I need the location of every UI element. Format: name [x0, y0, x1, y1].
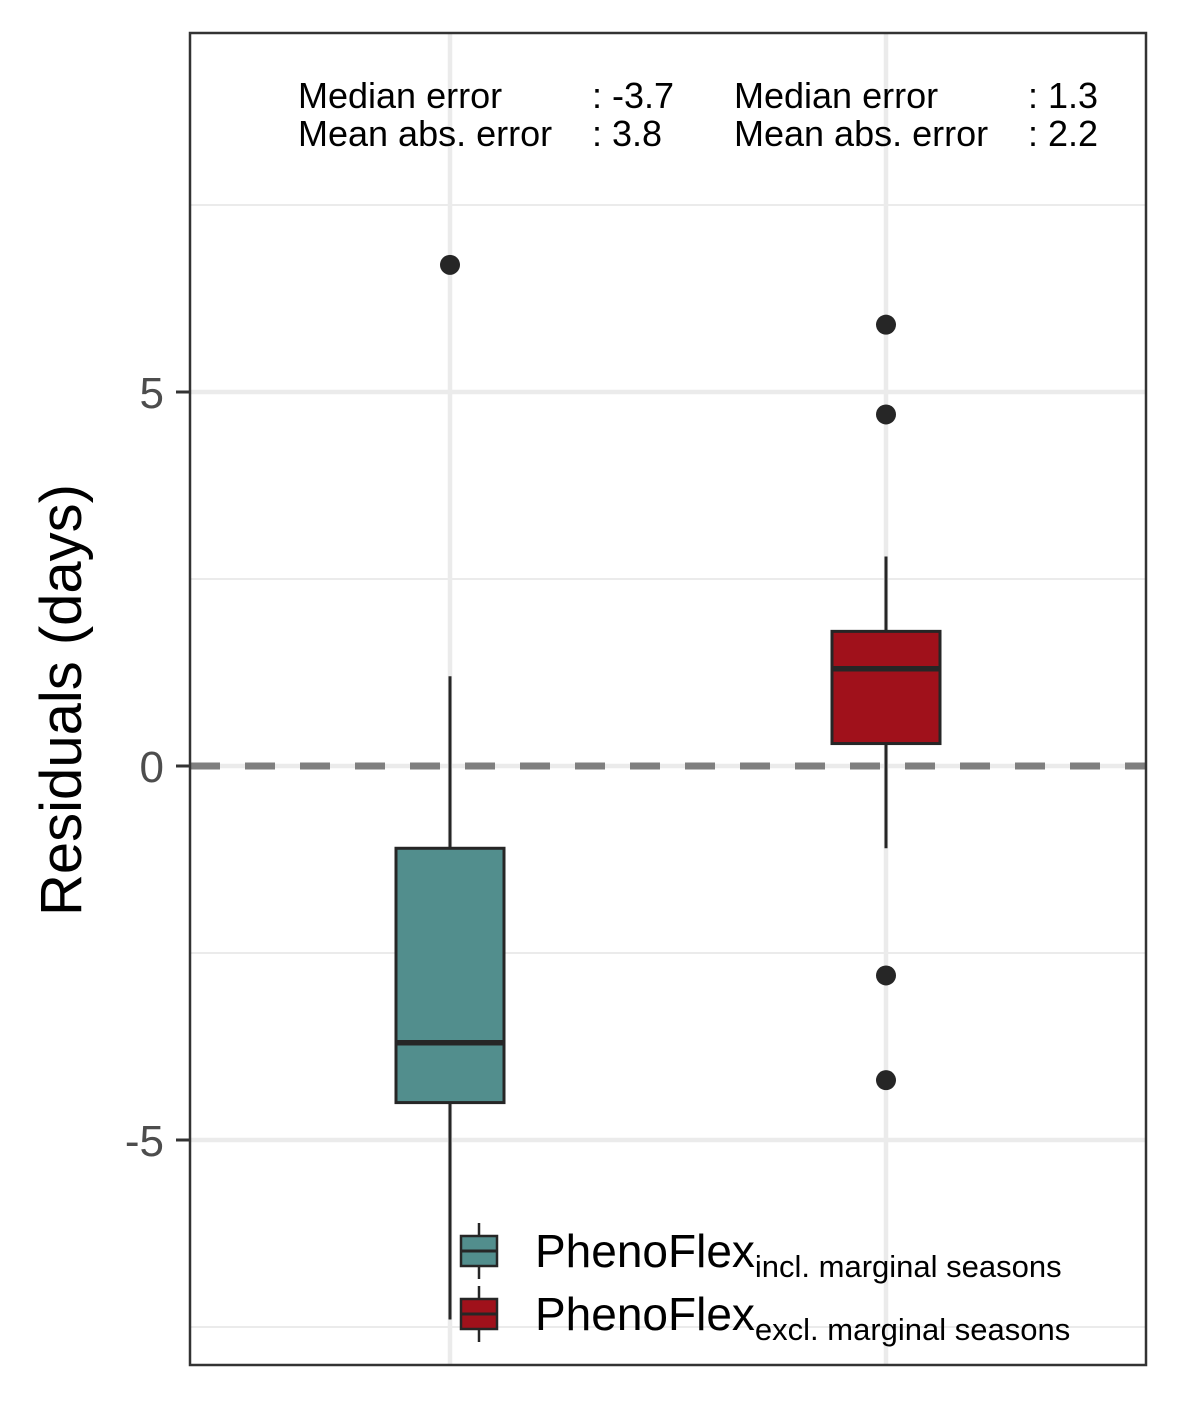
- legend: PhenoFlexincl. marginal seasonsPhenoFlex…: [459, 1223, 1070, 1347]
- annotation-value: : -3.7: [592, 75, 674, 116]
- legend-label-subscript: excl. marginal seasons: [755, 1312, 1070, 1347]
- box-iqr: [830, 629, 942, 746]
- legend-label-main: PhenoFlex: [535, 1225, 755, 1277]
- legend-item: PhenoFlexincl. marginal seasons: [459, 1223, 1062, 1284]
- legend-label: PhenoFlexincl. marginal seasons: [535, 1225, 1062, 1284]
- annotation-label: Mean abs. error: [298, 113, 552, 154]
- y-axis: -5 0 5: [125, 369, 190, 1166]
- legend-item: PhenoFlexexcl. marginal seasons: [459, 1286, 1070, 1347]
- legend-label: PhenoFlexexcl. marginal seasons: [535, 1288, 1070, 1347]
- outlier-point: [876, 1070, 896, 1091]
- error-annotations: Median error : -3.7 Mean abs. error : 3.8 Me…: [298, 75, 1098, 154]
- annotation-value: : 3.8: [592, 113, 662, 154]
- plot-panel-background: [190, 33, 1146, 1365]
- legend-label-subscript: incl. marginal seasons: [755, 1249, 1062, 1284]
- boxplots: [394, 254, 942, 1320]
- y-tick-label: 5: [140, 369, 164, 418]
- annotation-value: : 2.2: [1028, 113, 1098, 154]
- boxplot-group: [830, 314, 942, 1091]
- annotation-label: Median error: [298, 75, 502, 116]
- box-iqr: [394, 846, 506, 1105]
- y-tick-label: -5: [125, 1117, 164, 1166]
- outlier-point: [440, 254, 460, 275]
- outlier-point: [876, 965, 896, 986]
- plot-panel-border: [188, 31, 1148, 1367]
- legend-label-main: PhenoFlex: [535, 1288, 755, 1340]
- outlier-point: [876, 314, 896, 335]
- y-axis-title: Residuals (days): [29, 484, 94, 916]
- y-tick-label: 0: [140, 743, 164, 792]
- boxplot-group: [394, 254, 506, 1320]
- annotation-label: Median error: [734, 75, 938, 116]
- annotation-value: : 1.3: [1028, 75, 1098, 116]
- annotation-label: Mean abs. error: [734, 113, 988, 154]
- outlier-point: [876, 404, 896, 425]
- minor-gridlines: [190, 204, 1146, 1328]
